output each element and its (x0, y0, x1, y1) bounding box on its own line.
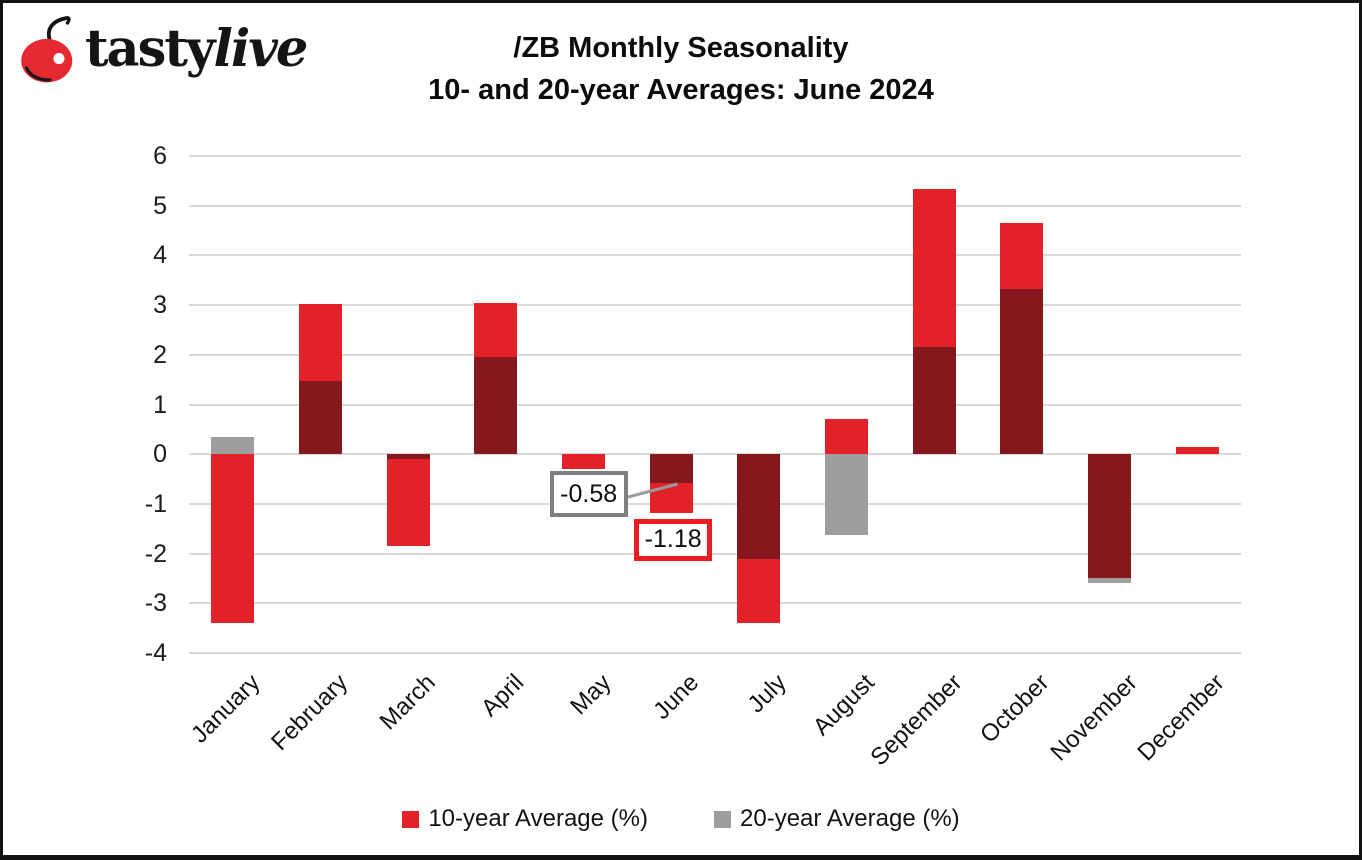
bar-april-outer (474, 302, 518, 358)
y-axis-tick-label: 3 (153, 291, 167, 320)
bar-january-10yr (211, 454, 255, 624)
legend-swatch-icon (402, 810, 420, 828)
cherry-icon (21, 16, 73, 83)
y-axis-tick-label: 2 (153, 340, 167, 369)
x-axis-label-december: December (1132, 669, 1231, 767)
x-axis-label-june: June (648, 669, 705, 725)
x-axis-label-may: May (565, 669, 617, 721)
y-axis-tick-label: 4 (153, 241, 167, 270)
y-axis-tick-label: 1 (153, 390, 167, 419)
bar-july-outer (737, 558, 781, 624)
bar-november-overlap (1088, 454, 1131, 579)
x-axis-label-january: January (186, 669, 266, 749)
gridline (189, 204, 1241, 207)
gridline (189, 602, 1241, 605)
plot-area: 6 5 4 3 2 1 0 -1 -2 -3 -4 January February March April… (3, 3, 1359, 855)
bar-february-overlap (299, 381, 342, 455)
legend-label: 10-year Average (%) (428, 805, 648, 832)
y-axis-tick-label: -3 (144, 589, 167, 618)
x-axis-label-april: April (475, 669, 529, 723)
bar-january-20yr (211, 436, 255, 455)
x-axis-label-october: October (975, 669, 1055, 749)
bar-september-overlap (912, 347, 956, 455)
y-axis-tick-label: -2 (144, 539, 167, 568)
gridline (189, 353, 1241, 356)
bar-november-outer (1088, 578, 1131, 584)
bar-october-outer (1000, 223, 1044, 289)
bar-march-overlap (386, 454, 430, 460)
y-axis-tick-label: 6 (153, 142, 167, 170)
legend-item-10yr: 10-year Average (%) (402, 805, 648, 833)
gridline (189, 652, 1241, 654)
bar-march-outer (386, 459, 430, 547)
x-axis-label-february: February (266, 669, 354, 757)
annotation-20yr-value: -0.58 (549, 471, 628, 518)
x-axis-label-september: September (865, 669, 968, 772)
gridline (189, 155, 1241, 157)
x-axis-label-august: August (807, 669, 880, 741)
bar-december-10yr (1175, 446, 1219, 455)
x-axis-label-july: July (742, 669, 792, 719)
brand-name: tastylive (85, 18, 308, 79)
legend: 10-year Average (%) 20-year Average (%) (3, 805, 1359, 833)
y-axis-tick-label: -4 (144, 639, 167, 667)
y-axis-tick-label: 5 (153, 191, 167, 220)
gridline (189, 254, 1241, 257)
bar-september-outer (912, 189, 956, 348)
bar-october-overlap (1000, 288, 1044, 455)
bar-august-20yr (825, 454, 868, 536)
bar-may-10yr (562, 454, 605, 470)
y-axis-tick-label: 0 (153, 440, 167, 469)
bar-february-outer (299, 303, 342, 382)
y-axis-tick-label: -1 (144, 489, 167, 518)
gridline (189, 304, 1241, 307)
gridline (189, 552, 1241, 555)
bar-june-outer (649, 483, 693, 513)
bar-april-overlap (474, 357, 518, 455)
tastylive-logo: tastylive (19, 15, 308, 83)
bar-june-overlap (649, 454, 693, 483)
gridline (189, 403, 1241, 406)
legend-item-20yr: 20-year Average (%) (714, 805, 960, 833)
x-axis-label-november: November (1045, 669, 1143, 767)
legend-label: 20-year Average (%) (740, 805, 960, 832)
x-axis-label-march: March (375, 669, 442, 736)
bar-july-overlap (737, 454, 781, 559)
annotation-10yr-value: -1.18 (634, 518, 713, 561)
gridline (189, 453, 1241, 456)
gridline (189, 502, 1241, 505)
legend-swatch-icon (714, 810, 731, 828)
bar-august-10yr (825, 419, 868, 455)
